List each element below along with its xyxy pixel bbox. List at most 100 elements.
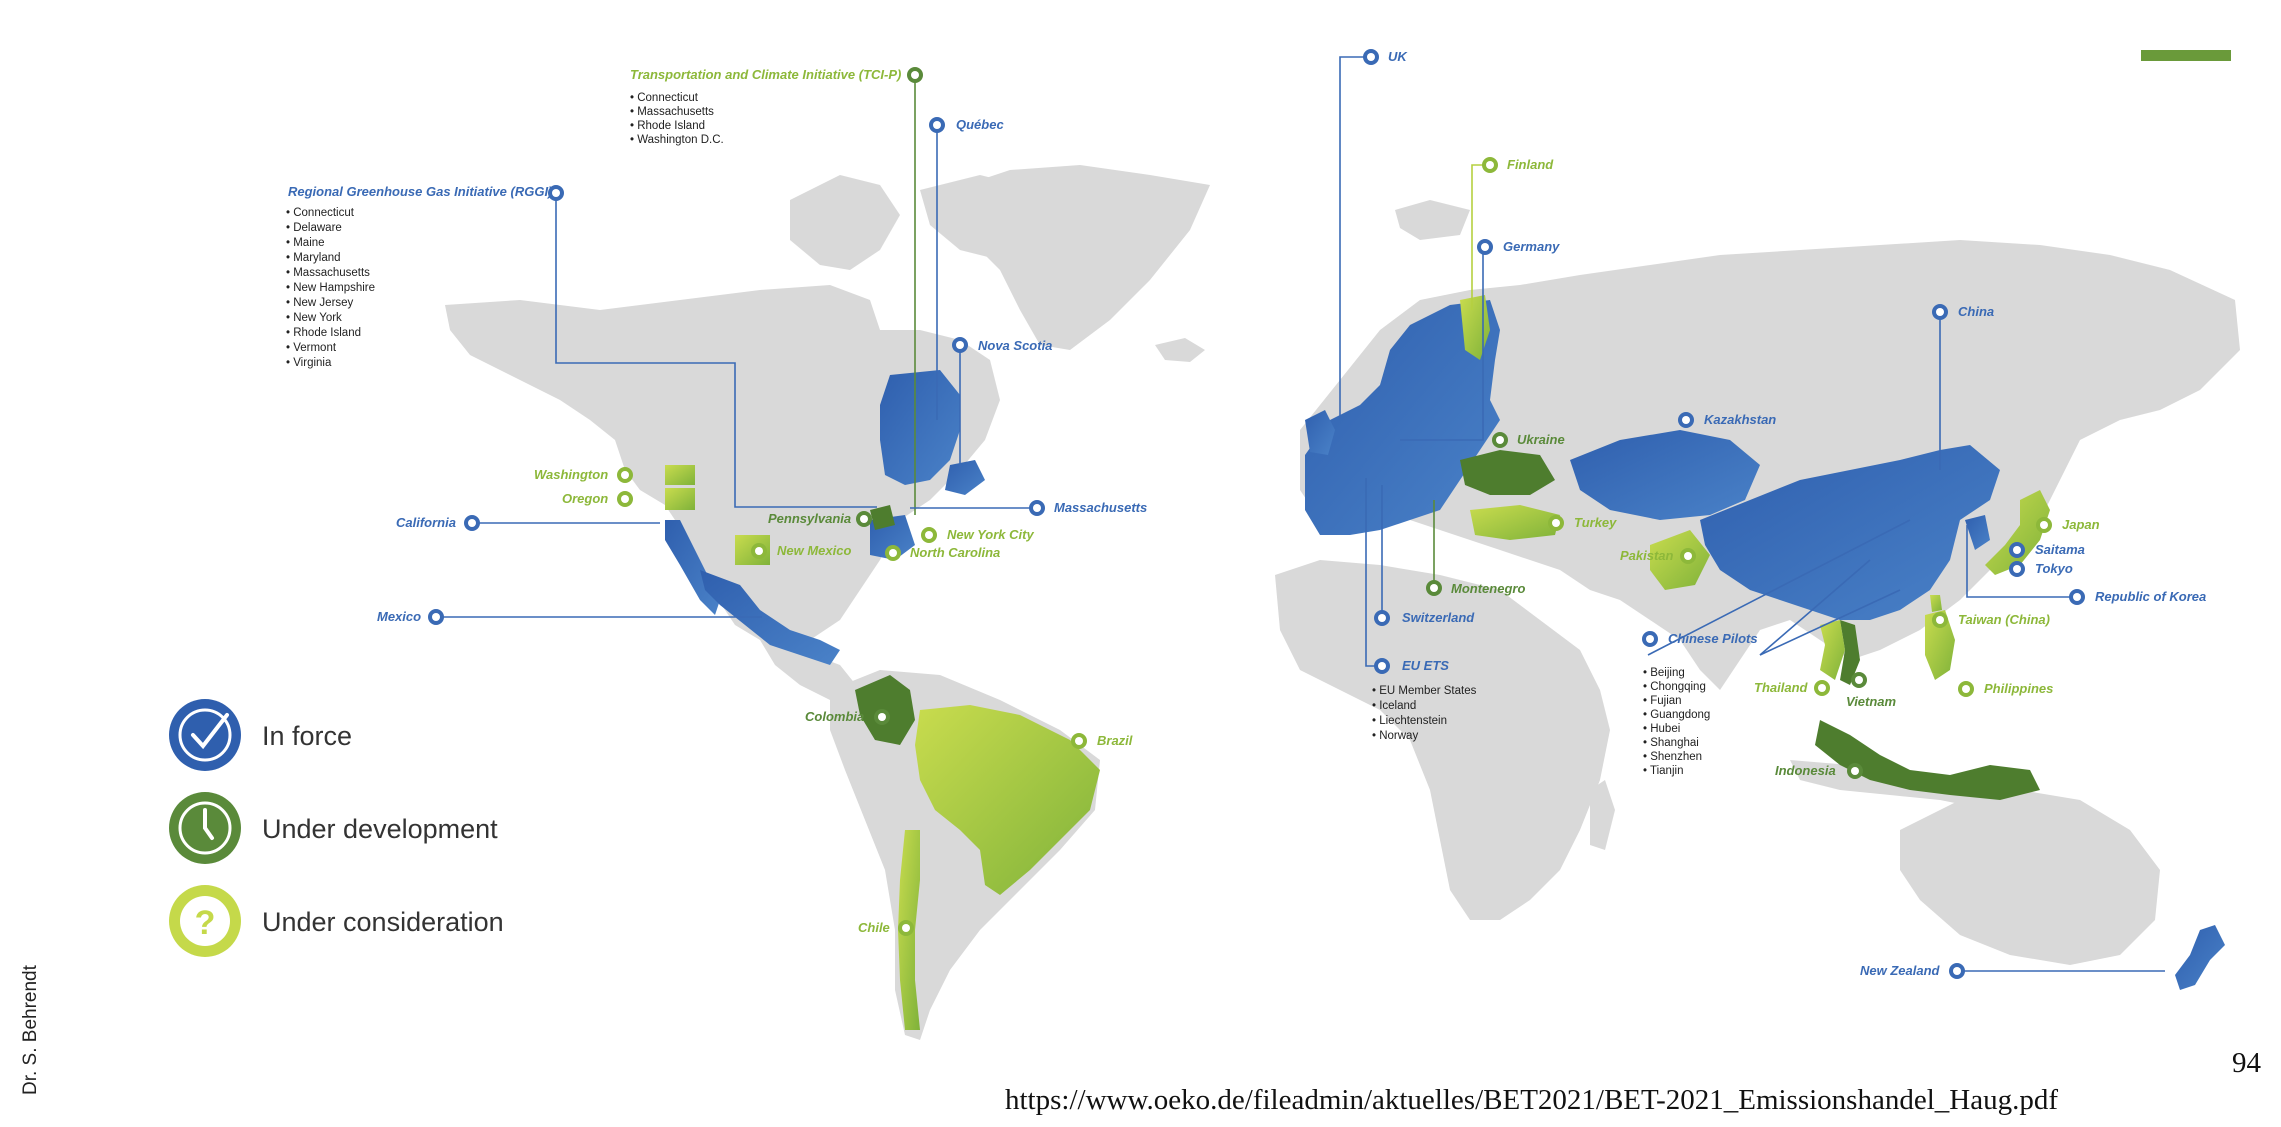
label-new-zealand: New Zealand — [1860, 963, 1941, 978]
label-california: California — [396, 515, 456, 530]
marker-quebec — [929, 117, 945, 133]
region-ukraine — [1460, 450, 1555, 495]
list-chinese-pilots: • Beijing • Chongqing • Fujian • Guangdo… — [1643, 667, 1710, 777]
label-kazakhstan: Kazakhstan — [1704, 412, 1776, 427]
list-item: • Fujian — [1643, 695, 1682, 707]
list-rggi: • Connecticut • Delaware • Maine • Maryl… — [286, 207, 375, 369]
list-item: • Massachusetts — [286, 267, 370, 279]
list-item: • Iceland — [1372, 700, 1416, 712]
label-chile: Chile — [858, 920, 890, 935]
list-item: • Washington D.C. — [630, 134, 724, 146]
label-mexico: Mexico — [377, 609, 421, 624]
legend-label-under-consideration: Under consideration — [262, 907, 504, 937]
line-germany — [1400, 247, 1484, 441]
marker-tcip — [907, 67, 923, 83]
marker-korea — [2069, 589, 2085, 605]
list-item: • Beijing — [1643, 667, 1685, 679]
region-thailand — [1820, 620, 1845, 680]
marker-chinese-pilots — [1642, 631, 1658, 647]
label-germany: Germany — [1503, 239, 1560, 254]
author-label: Dr. S. Behrendt — [20, 965, 41, 1095]
region-eu — [1305, 300, 1500, 535]
region-nova-scotia — [945, 460, 985, 495]
marker-new-york-city — [921, 527, 937, 543]
region-labels: Transportation and Climate Initiative (T… — [288, 49, 2206, 978]
marker-montenegro — [1426, 580, 1442, 596]
line-korea — [1966, 525, 2077, 598]
check-clock-icon — [169, 699, 241, 771]
region-taiwan — [1930, 595, 1942, 612]
svg-text:?: ? — [195, 904, 216, 942]
marker-mexico — [428, 609, 444, 625]
label-north-carolina: North Carolina — [910, 545, 1000, 560]
label-saitama: Saitama — [2035, 542, 2085, 557]
region-quebec — [880, 370, 960, 485]
region-philippines — [1925, 610, 1955, 680]
list-item: • Delaware — [286, 222, 342, 234]
label-rggi: Regional Greenhouse Gas Initiative (RGGI… — [288, 184, 552, 199]
region-korea — [1965, 515, 1990, 550]
marker-tokyo — [2009, 561, 2025, 577]
list-item: • Virginia — [286, 357, 332, 369]
line-uk — [1339, 56, 1370, 418]
land-iceland — [1155, 338, 1205, 362]
marker-eu-ets — [1374, 658, 1390, 674]
marker-ukraine — [1492, 432, 1508, 448]
marker-pakistan — [1680, 548, 1696, 564]
list-item: • New Hampshire — [286, 282, 375, 294]
regions-in-force — [665, 300, 2225, 990]
region-turkey — [1470, 505, 1560, 540]
label-new-mexico: New Mexico — [777, 543, 851, 558]
region-washington — [665, 465, 695, 485]
label-tokyo: Tokyo — [2035, 561, 2073, 576]
label-indonesia: Indonesia — [1775, 763, 1836, 778]
marker-china — [1932, 304, 1948, 320]
marker-germany — [1477, 239, 1493, 255]
list-item: • Tianjin — [1643, 765, 1683, 777]
line-chinese-pilots — [1647, 519, 1911, 656]
marker-new-mexico — [751, 543, 767, 559]
clock-icon — [169, 792, 241, 864]
line-rggi — [555, 193, 877, 508]
marker-thailand — [1814, 680, 1830, 696]
list-item: • Chongqing — [1643, 681, 1706, 693]
page-number: 94 — [2232, 1047, 2261, 1079]
list-item: • Massachusetts — [630, 106, 714, 118]
source-url[interactable]: https://www.oeko.de/fileadmin/aktuelles/… — [1005, 1084, 2058, 1116]
marker-washington — [617, 467, 633, 483]
label-philippines: Philippines — [1984, 681, 2053, 696]
list-item: • Maryland — [286, 252, 341, 264]
question-icon: ? — [169, 885, 241, 957]
list-eu-ets: • EU Member States • Iceland • Liechtens… — [1372, 685, 1477, 742]
marker-switzerland — [1374, 610, 1390, 626]
region-mexico — [700, 570, 840, 665]
marker-california — [464, 515, 480, 531]
label-turkey: Turkey — [1574, 515, 1617, 530]
land-arctic-islands — [790, 175, 900, 270]
region-uk — [1305, 410, 1335, 455]
region-china — [1700, 445, 2000, 620]
region-pakistan — [1650, 530, 1710, 590]
legend-label-under-development: Under development — [262, 814, 498, 844]
land-eurasia — [1300, 240, 2240, 690]
land-svalbard — [1395, 200, 1470, 240]
list-item: • Vermont — [286, 342, 337, 354]
legend-item-in-force: In force — [169, 699, 352, 771]
land-greenland — [950, 165, 1210, 350]
label-tcip: Transportation and Climate Initiative (T… — [630, 67, 901, 82]
list-item: • Guangdong — [1643, 709, 1710, 721]
list-item: • EU Member States — [1372, 685, 1477, 697]
label-japan: Japan — [2062, 517, 2100, 532]
marker-massachusetts — [1029, 500, 1045, 516]
label-nova-scotia: Nova Scotia — [978, 338, 1052, 353]
label-taiwan: Taiwan (China) — [1958, 612, 2050, 627]
list-tcip: • Connecticut • Massachusetts • Rhode Is… — [630, 92, 724, 146]
label-chinese-pilots: Chinese Pilots — [1668, 631, 1758, 646]
marker-brazil — [1071, 733, 1087, 749]
region-vietnam — [1840, 620, 1860, 685]
marker-philippines — [1958, 681, 1974, 697]
marker-indonesia — [1847, 763, 1863, 779]
list-item: • Maine — [286, 237, 325, 249]
land-masses — [445, 165, 2240, 1040]
